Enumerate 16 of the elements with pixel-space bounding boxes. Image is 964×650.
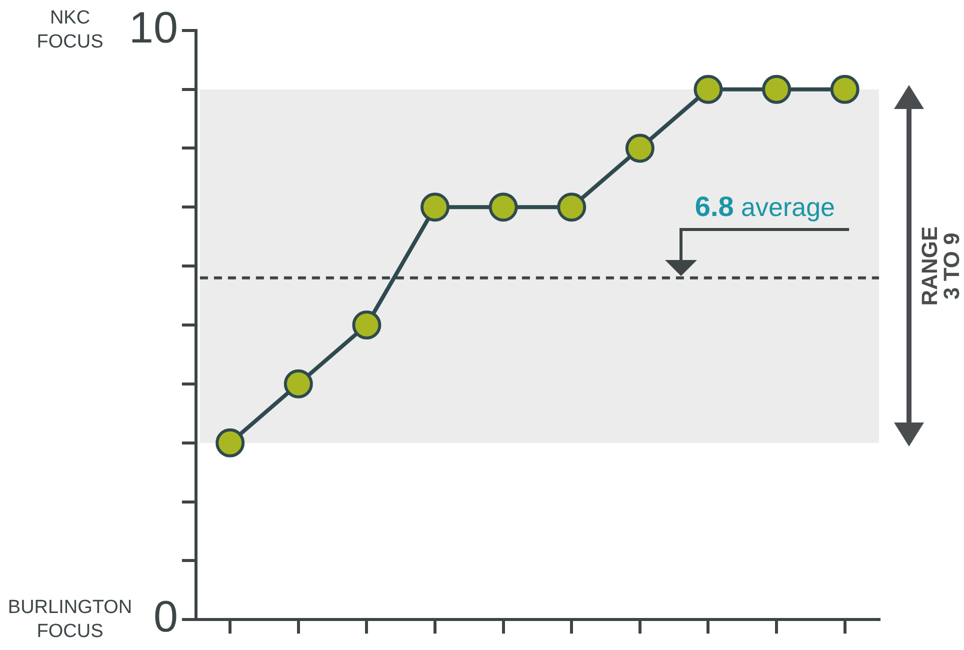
point: [762, 74, 792, 104]
text: NKC FOCUS: [36, 8, 104, 53]
point: [420, 192, 450, 222]
ref-line-label: 6.8 average: [694, 190, 836, 222]
point: [694, 74, 723, 104]
y-tick-label: 0: [153, 592, 178, 642]
point: [557, 192, 586, 222]
point: [284, 369, 313, 398]
text: BURLINGTON FOCUS: [8, 596, 132, 642]
band-label: RANGE 3 TO 9: [917, 226, 964, 306]
point: [352, 310, 382, 340]
point: [625, 134, 654, 163]
point: [488, 192, 518, 222]
point: [830, 74, 860, 104]
point: [216, 428, 245, 458]
y-tick-label: 10: [128, 4, 178, 53]
